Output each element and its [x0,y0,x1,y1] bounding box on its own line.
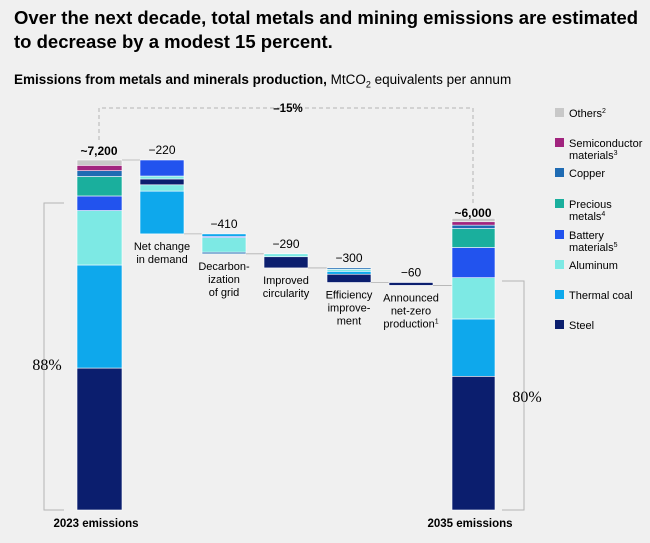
share-bracket-2023 [43,202,64,511]
share-bracket-2035 [502,280,525,511]
legend-label-steel-line-1: Steel [569,320,594,332]
x-label-2035: 2035 emissions [427,518,512,530]
subtitle-unit-sub: 2 [365,79,371,90]
step-label-2-line-1: Decarbon- [198,261,250,273]
legend-sup-precious-metals: 4 [601,211,605,218]
legend-label-battery-materials-line-1: Battery [569,230,604,242]
chart-subtitle: Emissions from metals and minerals produ… [14,72,511,90]
legend-swatch-semiconductor-materials [555,138,564,147]
bar-2035-segment-aluminum [451,277,496,320]
legend-label-battery-materials-line-2: materials5 [569,242,618,254]
bar-step-2-segment-thermal-coal [201,233,247,237]
step-label-1-line-2: in demand [136,254,187,266]
step-label-2-line-2: ization [208,274,240,286]
bar-step-4-segment-thermal-coal [326,271,372,275]
step-label-1-line-1: Net change [134,241,190,253]
bar-2023-segment-aluminum [76,210,123,266]
total-label-2035: ~6,000 [454,206,491,220]
legend-swatch-steel [555,320,564,329]
step-label-5-line-3: production1 [383,318,438,330]
bar-step-1-segment-thermal-coal [139,190,185,235]
share-label-2023: 88% [32,357,61,374]
step-value-label-5: −60 [401,266,422,280]
bar-step-4-segment-steel [326,273,372,283]
legend-swatch-precious-metals [555,199,564,208]
subtitle-unit-suffix: equivalents per annum [370,72,512,87]
step-label-5-sup: 1 [435,318,439,325]
bar-step-2-segment-aluminum [201,237,247,253]
legend-label-semiconductor-materials-line-2: materials3 [569,150,618,162]
legend-swatch-copper [555,168,564,177]
step-value-label-4: −300 [335,251,362,265]
bar-2023-segment-battery-materials [76,195,123,211]
legend-label-thermal-coal-line-1: Thermal coal [569,290,633,302]
legend-label-aluminum-line-1: Aluminum [569,260,618,272]
legend-swatch-battery-materials [555,230,564,239]
step-label-4-line-2: improve- [328,303,371,315]
bar-2023-segment-steel [76,367,123,511]
bar-step-3-segment-steel [263,256,309,269]
bar-step-1-segment-steel [139,178,185,186]
bar-2035-segment-semiconductor-materials [451,221,496,226]
legend-sup-battery-materials: 5 [614,242,618,249]
total-label-2023: ~7,200 [80,144,117,158]
legend-swatch-aluminum [555,260,564,269]
step-value-label-1: −220 [148,143,175,157]
legend-swatch-others [555,108,564,117]
bar-2023-segment-copper [76,170,123,177]
step-label-5-line-1: Announced [383,292,439,304]
bar-step-1-segment-battery-materials [139,159,185,177]
step-label-2-line-3: of grid [209,287,240,299]
legend-label-others-line-1: Others2 [569,108,606,120]
step-label-3-line-2: circularity [263,288,310,300]
bar-2023-segment-semiconductor-materials [76,165,123,171]
bar-step-1-segment-aluminum [139,175,185,180]
change-label: –15% [273,103,302,115]
bar-step-5-segment-steel [388,282,434,286]
bar-2035-segment-others [451,218,496,223]
bar-2035-segment-precious-metals [451,228,496,248]
bar-2035-segment-copper [451,224,496,229]
subtitle-bold: Emissions from metals and minerals produ… [14,72,327,87]
step-value-label-2: −410 [210,217,237,231]
bar-2023-segment-thermal-coal [76,264,123,369]
bar-step-1-segment-aluminum [139,184,185,192]
bar-2023-segment-precious-metals [76,176,123,197]
bar-2023-segment-others [76,159,123,166]
subtitle-unit-prefix: MtCO [326,72,366,87]
step-label-4-line-1: Efficiency [326,290,373,302]
legend-sup-semiconductor-materials: 3 [614,150,618,157]
step-value-label-3: −290 [272,237,299,251]
step-label-4-line-3: ment [337,316,361,328]
chart-title: Over the next decade, total metals and m… [14,7,639,52]
legend-swatch-thermal-coal [555,290,564,299]
bar-step-3-segment-aluminum [263,253,309,258]
share-label-2035: 80% [512,389,541,406]
bar-step-4-segment-copper [326,267,372,270]
legend-label-copper-line-1: Copper [569,168,605,180]
bar-2035-segment-steel [451,376,496,511]
legend-sup-others: 2 [602,108,606,115]
step-label-3-line-1: Improved [263,275,309,287]
legend-label-semiconductor-materials-line-1: Semiconductor [569,138,643,150]
bar-2035-segment-thermal-coal [451,318,496,377]
change-bracket [98,107,474,205]
bar-2035-segment-battery-materials [451,247,496,278]
legend-label-precious-metals-line-1: Precious [569,199,612,211]
legend-label-precious-metals-line-2: metals4 [569,211,605,223]
x-label-2023: 2023 emissions [53,518,138,530]
step-label-5-line-2: net-zero [391,305,431,317]
